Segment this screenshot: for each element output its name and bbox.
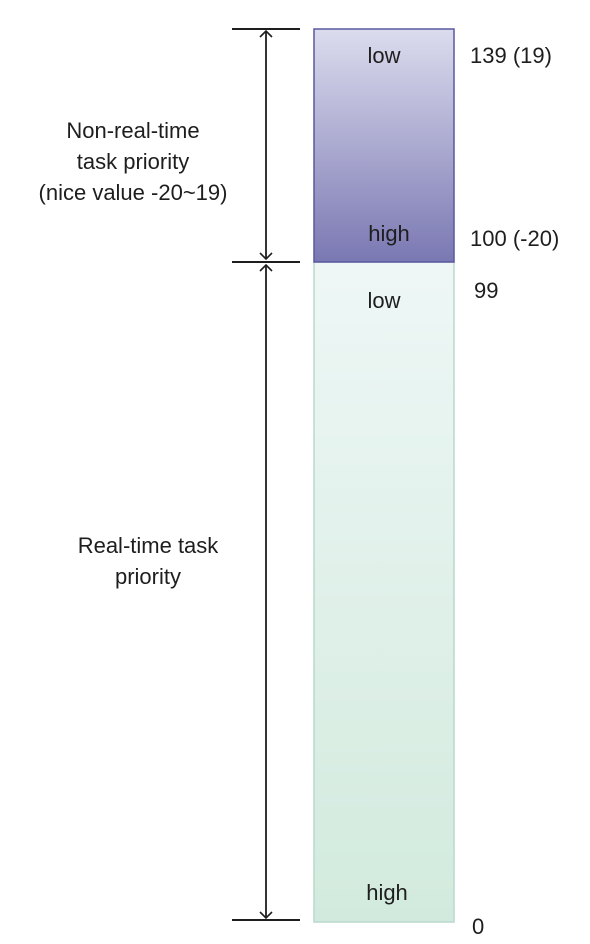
non-real-time-low-label: low: [367, 43, 401, 68]
real-time-range-label: Real-time task priority: [23, 530, 273, 592]
value-100: 100 (-20): [470, 226, 560, 251]
non-real-time-priority-bar: [313, 28, 455, 263]
value-0: 0: [472, 914, 485, 939]
non-real-time-range-label: Non-real-time task priority (nice value …: [8, 115, 258, 208]
real-time-label-line: Real-time task: [77, 533, 219, 558]
value-99: 99: [474, 278, 499, 303]
non-real-time-high-label: high: [368, 221, 410, 246]
real-time-label-line: priority: [114, 564, 181, 589]
non-real-time-label-line: task priority: [76, 149, 190, 174]
non-real-time-label-line: Non-real-time: [66, 118, 200, 143]
non-real-time-label-line: (nice value -20~19): [38, 180, 228, 205]
real-time-low-label: low: [367, 288, 401, 313]
value-139: 139 (19): [470, 43, 552, 68]
real-time-priority-bar: [313, 261, 455, 923]
real-time-high-label: high: [366, 880, 408, 905]
